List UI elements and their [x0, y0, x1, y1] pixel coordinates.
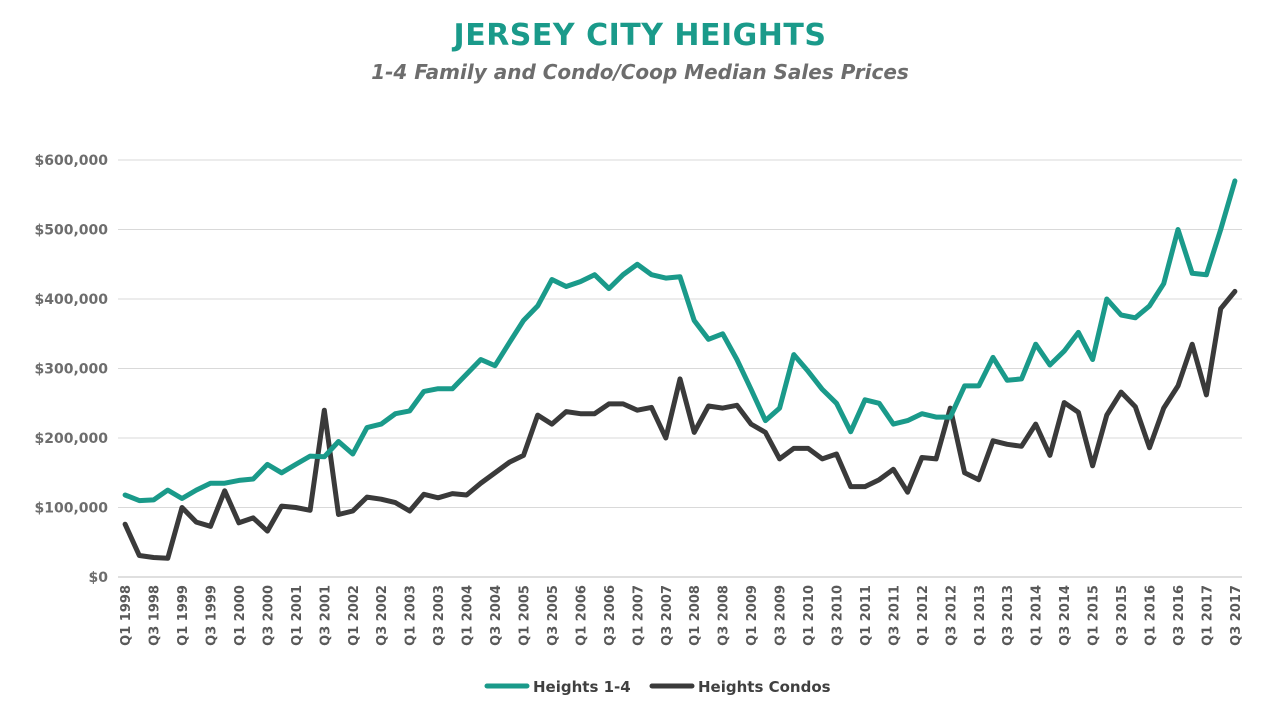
x-tick-label: Q1 2002 [347, 585, 362, 646]
series-line-heights-condos [122, 288, 1238, 561]
x-tick-label: Q1 2009 [745, 585, 760, 646]
x-tick-label: Q1 2008 [688, 585, 703, 646]
chart-title: JERSEY CITY HEIGHTS [453, 18, 827, 53]
x-tick-label: Q3 2010 [831, 585, 846, 646]
x-tick-label: Q1 2015 [1087, 585, 1102, 646]
x-tick-label: Q3 2007 [660, 585, 675, 646]
x-tick-label: Q1 2014 [1030, 585, 1045, 646]
x-tick-label: Q3 2016 [1172, 585, 1187, 646]
y-tick-label: $100,000 [34, 501, 108, 517]
x-tick-label: Q3 2004 [489, 585, 504, 646]
x-tick-label: Q1 1999 [176, 585, 191, 646]
y-tick-label: $200,000 [34, 431, 108, 447]
x-tick-label: Q1 2000 [233, 585, 248, 646]
y-tick-label: $300,000 [34, 362, 108, 378]
x-tick-label: Q1 1998 [119, 585, 134, 646]
x-tick-label: Q3 2014 [1058, 585, 1073, 646]
x-tick-label: Q1 2010 [802, 585, 817, 646]
x-tick-label: Q3 2009 [774, 585, 789, 646]
y-tick-label: $500,000 [34, 223, 108, 239]
x-tick-label: Q1 2003 [404, 585, 419, 646]
x-tick-label: Q1 2005 [517, 585, 532, 646]
x-tick-label: Q3 2011 [887, 585, 902, 646]
y-tick-label: $600,000 [34, 153, 108, 169]
x-tick-label: Q3 2017 [1229, 585, 1244, 646]
series-line-heights-1-4 [122, 178, 1238, 504]
x-tick-label: Q3 2002 [375, 585, 390, 646]
x-tick-label: Q3 2000 [261, 585, 276, 646]
x-tick-label: Q3 2006 [603, 585, 618, 646]
x-tick-label: Q1 2007 [631, 585, 646, 646]
x-tick-label: Q1 2013 [973, 585, 988, 646]
x-tick-label: Q3 2003 [432, 585, 447, 646]
legend-label: Heights Condos [698, 678, 831, 696]
x-tick-label: Q1 2011 [859, 585, 874, 646]
x-tick-label: Q3 2013 [1001, 585, 1016, 646]
x-tick-label: Q1 2016 [1144, 585, 1159, 646]
x-tick-label: Q1 2017 [1200, 585, 1215, 646]
x-tick-label: Q3 2008 [717, 585, 732, 646]
x-tick-label: Q3 2015 [1115, 585, 1130, 646]
y-tick-label: $400,000 [34, 292, 108, 308]
x-tick-label: Q3 1998 [148, 585, 163, 646]
x-tick-label: Q3 1999 [204, 585, 219, 646]
x-tick-label: Q1 2012 [916, 585, 931, 646]
chart-subtitle: 1-4 Family and Condo/Coop Median Sales P… [371, 60, 909, 84]
x-tick-label: Q3 2005 [546, 585, 561, 646]
x-tick-label: Q1 2006 [574, 585, 589, 646]
x-tick-label: Q1 2004 [461, 585, 476, 646]
y-tick-label: $0 [89, 570, 109, 586]
legend-label: Heights 1-4 [533, 678, 631, 696]
x-tick-label: Q3 2012 [944, 585, 959, 646]
x-tick-label: Q1 2001 [290, 585, 305, 646]
x-tick-label: Q3 2001 [318, 585, 333, 646]
